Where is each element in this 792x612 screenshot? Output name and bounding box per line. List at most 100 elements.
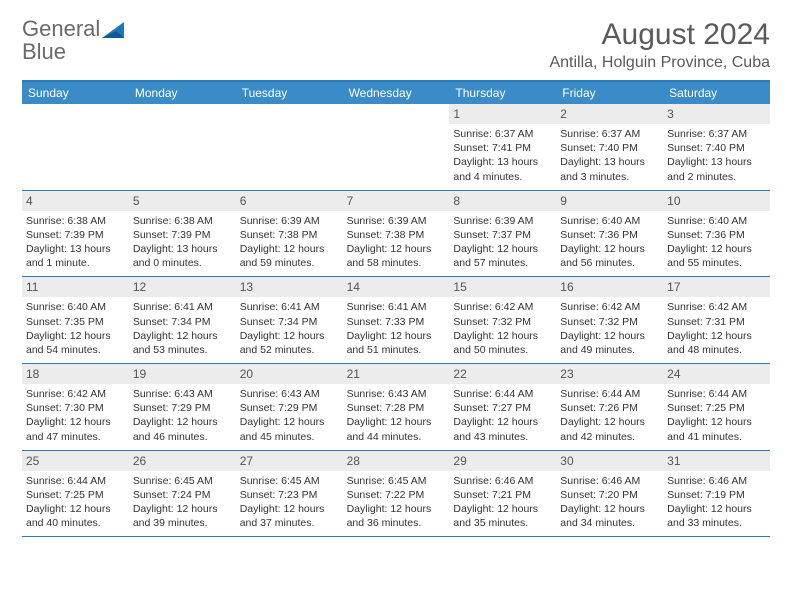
- date-number: 24: [663, 364, 770, 384]
- day-cell: 3Sunrise: 6:37 AMSunset: 7:40 PMDaylight…: [663, 104, 770, 190]
- day-info: Sunrise: 6:44 AMSunset: 7:26 PMDaylight:…: [560, 387, 659, 444]
- date-number: 22: [449, 364, 556, 384]
- sunrise-text: Sunrise: 6:43 AM: [133, 387, 232, 401]
- sunrise-text: Sunrise: 6:40 AM: [667, 214, 766, 228]
- sunset-text: Sunset: 7:29 PM: [133, 401, 232, 415]
- day-info: Sunrise: 6:40 AMSunset: 7:36 PMDaylight:…: [560, 214, 659, 271]
- sunset-text: Sunset: 7:34 PM: [133, 315, 232, 329]
- day-cell: 14Sunrise: 6:41 AMSunset: 7:33 PMDayligh…: [343, 277, 450, 363]
- sunset-text: Sunset: 7:37 PM: [453, 228, 552, 242]
- day-cell: 12Sunrise: 6:41 AMSunset: 7:34 PMDayligh…: [129, 277, 236, 363]
- sunrise-text: Sunrise: 6:46 AM: [453, 474, 552, 488]
- day-info: Sunrise: 6:39 AMSunset: 7:38 PMDaylight:…: [347, 214, 446, 271]
- day-cell: 4Sunrise: 6:38 AMSunset: 7:39 PMDaylight…: [22, 191, 129, 277]
- week-row: 18Sunrise: 6:42 AMSunset: 7:30 PMDayligh…: [22, 364, 770, 451]
- sunrise-text: Sunrise: 6:38 AM: [26, 214, 125, 228]
- sunrise-text: Sunrise: 6:45 AM: [347, 474, 446, 488]
- daylight-text: Daylight: 12 hours and 33 minutes.: [667, 502, 766, 530]
- header: General Blue August 2024 Antilla, Holgui…: [22, 18, 770, 72]
- daylight-text: Daylight: 12 hours and 59 minutes.: [240, 242, 339, 270]
- day-info: Sunrise: 6:41 AMSunset: 7:34 PMDaylight:…: [240, 300, 339, 357]
- day-cell: 10 Sunrise: 6:40 AMSunset: 7:36 PMDayligh…: [663, 191, 770, 277]
- day-info: Sunrise: 6:38 AMSunset: 7:39 PMDaylight:…: [133, 214, 232, 271]
- sunrise-text: Sunrise: 6:45 AM: [133, 474, 232, 488]
- day-cell: 5 Sunrise: 6:38 AMSunset: 7:39 PMDaylight…: [129, 191, 236, 277]
- day-cell: .: [129, 104, 236, 190]
- day-cell: 26Sunrise: 6:45 AMSunset: 7:24 PMDayligh…: [129, 451, 236, 537]
- sunset-text: Sunset: 7:36 PM: [667, 228, 766, 242]
- date-number: 13: [236, 277, 343, 297]
- sunrise-text: Sunrise: 6:40 AM: [26, 300, 125, 314]
- sunrise-text: Sunrise: 6:43 AM: [240, 387, 339, 401]
- day-header: Saturday: [663, 82, 770, 104]
- date-number: 29: [449, 451, 556, 471]
- date-number: 7: [343, 191, 450, 211]
- day-cell: .: [22, 104, 129, 190]
- date-number: 28: [343, 451, 450, 471]
- date-number: 26: [129, 451, 236, 471]
- daylight-text: Daylight: 12 hours and 37 minutes.: [240, 502, 339, 530]
- day-info: Sunrise: 6:42 AMSunset: 7:30 PMDaylight:…: [26, 387, 125, 444]
- day-cell: 13 Sunrise: 6:41 AMSunset: 7:34 PMDayligh…: [236, 277, 343, 363]
- date-number: 17: [663, 277, 770, 297]
- month-title: August 2024: [549, 18, 770, 52]
- daylight-text: Daylight: 12 hours and 35 minutes.: [453, 502, 552, 530]
- sunrise-text: Sunrise: 6:38 AM: [133, 214, 232, 228]
- sunset-text: Sunset: 7:38 PM: [347, 228, 446, 242]
- sunrise-text: Sunrise: 6:44 AM: [560, 387, 659, 401]
- sunrise-text: Sunrise: 6:42 AM: [26, 387, 125, 401]
- daylight-text: Daylight: 12 hours and 39 minutes.: [133, 502, 232, 530]
- date-number: 5: [129, 191, 236, 211]
- date-number: 9: [556, 191, 663, 211]
- date-number: 10: [663, 191, 770, 211]
- title-block: August 2024 Antilla, Holguin Province, C…: [549, 18, 770, 72]
- day-cell: 24Sunrise: 6:44 AMSunset: 7:25 PMDayligh…: [663, 364, 770, 450]
- day-cell: 1Sunrise: 6:37 AMSunset: 7:41 PMDaylight…: [449, 104, 556, 190]
- logo: General Blue: [22, 18, 128, 64]
- date-number: 14: [343, 277, 450, 297]
- sunset-text: Sunset: 7:26 PM: [560, 401, 659, 415]
- date-number: 15: [449, 277, 556, 297]
- date-number: 6: [236, 191, 343, 211]
- sunset-text: Sunset: 7:20 PM: [560, 488, 659, 502]
- day-cell: 22Sunrise: 6:44 AMSunset: 7:27 PMDayligh…: [449, 364, 556, 450]
- daylight-text: Daylight: 12 hours and 34 minutes.: [560, 502, 659, 530]
- sunset-text: Sunset: 7:28 PM: [347, 401, 446, 415]
- logo-word2: Blue: [22, 39, 66, 64]
- day-cell: 8Sunrise: 6:39 AMSunset: 7:37 PMDaylight…: [449, 191, 556, 277]
- sunrise-text: Sunrise: 6:44 AM: [667, 387, 766, 401]
- day-header-row: SundayMondayTuesdayWednesdayThursdayFrid…: [22, 82, 770, 104]
- date-number: 25: [22, 451, 129, 471]
- sunrise-text: Sunrise: 6:39 AM: [453, 214, 552, 228]
- day-info: Sunrise: 6:40 AMSunset: 7:35 PMDaylight:…: [26, 300, 125, 357]
- sunset-text: Sunset: 7:34 PM: [240, 315, 339, 329]
- sunrise-text: Sunrise: 6:37 AM: [453, 127, 552, 141]
- day-cell: 31Sunrise: 6:46 AMSunset: 7:19 PMDayligh…: [663, 451, 770, 537]
- date-number: 20: [236, 364, 343, 384]
- daylight-text: Daylight: 12 hours and 55 minutes.: [667, 242, 766, 270]
- day-cell: .: [236, 104, 343, 190]
- sunset-text: Sunset: 7:25 PM: [667, 401, 766, 415]
- sunrise-text: Sunrise: 6:42 AM: [667, 300, 766, 314]
- day-cell: 29 Sunrise: 6:46 AMSunset: 7:21 PMDayligh…: [449, 451, 556, 537]
- sunrise-text: Sunrise: 6:44 AM: [26, 474, 125, 488]
- sunset-text: Sunset: 7:36 PM: [560, 228, 659, 242]
- day-cell: 7 Sunrise: 6:39 AMSunset: 7:38 PMDaylight…: [343, 191, 450, 277]
- sunset-text: Sunset: 7:33 PM: [347, 315, 446, 329]
- day-info: Sunrise: 6:37 AMSunset: 7:41 PMDaylight:…: [453, 127, 552, 184]
- day-cell: 27Sunrise: 6:45 AMSunset: 7:23 PMDayligh…: [236, 451, 343, 537]
- sunset-text: Sunset: 7:30 PM: [26, 401, 125, 415]
- day-info: Sunrise: 6:46 AMSunset: 7:19 PMDaylight:…: [667, 474, 766, 531]
- day-info: Sunrise: 6:46 AMSunset: 7:21 PMDaylight:…: [453, 474, 552, 531]
- daylight-text: Daylight: 12 hours and 53 minutes.: [133, 329, 232, 357]
- daylight-text: Daylight: 12 hours and 49 minutes.: [560, 329, 659, 357]
- sunrise-text: Sunrise: 6:37 AM: [667, 127, 766, 141]
- day-cell: 30Sunrise: 6:46 AMSunset: 7:20 PMDayligh…: [556, 451, 663, 537]
- sunset-text: Sunset: 7:39 PM: [133, 228, 232, 242]
- day-cell: 20Sunrise: 6:43 AMSunset: 7:29 PMDayligh…: [236, 364, 343, 450]
- daylight-text: Daylight: 12 hours and 57 minutes.: [453, 242, 552, 270]
- day-cell: 23Sunrise: 6:44 AMSunset: 7:26 PMDayligh…: [556, 364, 663, 450]
- sunset-text: Sunset: 7:29 PM: [240, 401, 339, 415]
- logo-word1: General: [22, 16, 100, 41]
- week-row: 25Sunrise: 6:44 AMSunset: 7:25 PMDayligh…: [22, 451, 770, 538]
